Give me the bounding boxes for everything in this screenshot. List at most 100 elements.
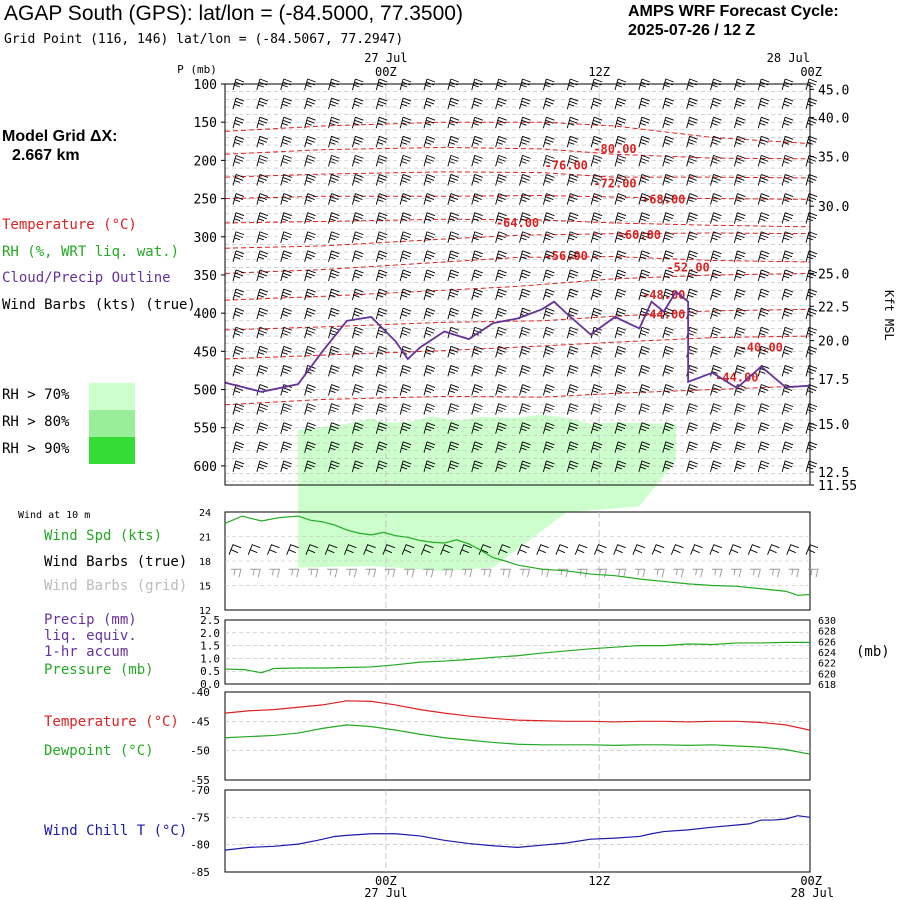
wind-barb bbox=[805, 269, 818, 282]
wind-barb-true bbox=[228, 544, 242, 555]
right-tick-label: 20.0 bbox=[818, 335, 849, 350]
wind-barb bbox=[375, 250, 388, 262]
wind-barb-grid bbox=[808, 568, 819, 578]
wind-barb bbox=[351, 307, 364, 320]
wind-barb bbox=[733, 174, 746, 186]
wind-barb bbox=[447, 174, 460, 186]
wind-barb bbox=[519, 365, 531, 377]
temperature-contour bbox=[224, 195, 811, 200]
wind-barb bbox=[733, 135, 746, 148]
wind-barb bbox=[757, 365, 770, 377]
wind-barb-grid bbox=[346, 568, 357, 578]
wind-barb bbox=[566, 250, 579, 262]
wind-barb bbox=[495, 441, 507, 453]
wind-barb bbox=[232, 231, 245, 243]
legend-temperature-lower: Temperature (°C) bbox=[44, 714, 179, 730]
wind-barb bbox=[256, 365, 269, 377]
wind-barb bbox=[638, 384, 651, 396]
y-tick-label: 250 bbox=[194, 193, 217, 208]
wind-barb bbox=[733, 193, 746, 205]
wind-barb bbox=[662, 116, 674, 129]
wind-barb bbox=[423, 193, 436, 205]
wind-barb bbox=[375, 97, 388, 110]
forecast-cycle-label: AMPS WRF Forecast Cycle: bbox=[628, 3, 839, 20]
wind-barb bbox=[662, 231, 674, 243]
wind-barb bbox=[328, 460, 340, 473]
wind-barb bbox=[590, 422, 603, 434]
wind-barb bbox=[256, 460, 269, 473]
wind-chill-tick-label: -75 bbox=[190, 811, 210, 824]
legend-rh: RH (%, WRT liq. wat.) bbox=[2, 244, 180, 260]
wind-barb bbox=[757, 174, 770, 186]
right-tick-label: 17.5 bbox=[818, 373, 849, 388]
wind-barb-grid bbox=[711, 568, 723, 578]
wind-barb bbox=[495, 212, 507, 224]
wind-barb bbox=[614, 97, 627, 110]
wind-barb-grid bbox=[327, 568, 338, 578]
wind-barb bbox=[757, 384, 770, 396]
wind-barb bbox=[614, 460, 627, 473]
wind-barb bbox=[304, 269, 316, 282]
wind-barb bbox=[662, 345, 674, 358]
right-axis-label: Kft MSL bbox=[882, 290, 896, 341]
wind-barb bbox=[328, 422, 340, 434]
wind-barb bbox=[495, 384, 507, 396]
wind-barb bbox=[590, 212, 603, 224]
wind-barb-grid bbox=[519, 568, 531, 578]
top-date-label: 27 Jul bbox=[364, 51, 407, 65]
wind-barb bbox=[566, 154, 579, 167]
wind-barb-grid bbox=[442, 568, 454, 578]
wind-barb bbox=[304, 250, 316, 262]
wind-barb-true bbox=[709, 544, 722, 555]
wind-barb bbox=[256, 307, 269, 320]
wind-barb bbox=[781, 174, 794, 186]
wind-chill-tick-label: -80 bbox=[190, 839, 210, 852]
wind-barb bbox=[423, 326, 436, 339]
wind-barb bbox=[375, 403, 388, 415]
wind-barb bbox=[399, 135, 412, 148]
wind-barb bbox=[638, 365, 651, 377]
wind-barb bbox=[638, 403, 651, 415]
wind-barb bbox=[805, 231, 818, 243]
wind-barb bbox=[805, 174, 818, 186]
wind-barb-grid bbox=[423, 568, 434, 578]
wind-barb bbox=[542, 154, 555, 167]
wind-barb bbox=[519, 345, 531, 358]
wind-barb bbox=[733, 441, 746, 453]
wind-barb bbox=[399, 212, 412, 224]
wind-barb bbox=[471, 154, 483, 167]
wind-barb bbox=[542, 422, 555, 434]
legend-rh80-label: RH > 80% bbox=[2, 414, 70, 430]
legend-rh90-swatch bbox=[89, 437, 135, 464]
wind-barb bbox=[710, 422, 722, 434]
wind-barb bbox=[710, 231, 722, 243]
wind-chill-panel: -70 -75 -80 -85 bbox=[190, 784, 811, 879]
legend-precip-accum: 1-hr accum bbox=[44, 644, 129, 660]
wind-barb bbox=[757, 288, 770, 301]
wind-barb bbox=[781, 135, 794, 148]
wind-barb bbox=[566, 307, 579, 320]
wind-barb bbox=[590, 384, 603, 396]
wind-barb bbox=[781, 212, 794, 224]
grid-point-subtitle: Grid Point (116, 146) lat/lon = (-84.506… bbox=[4, 32, 404, 47]
wind-barb bbox=[399, 250, 412, 262]
wind-barb bbox=[399, 288, 412, 301]
wind-barb bbox=[328, 441, 340, 453]
wind-barb bbox=[351, 250, 364, 262]
wind-barb bbox=[733, 365, 746, 377]
wind-barb bbox=[710, 384, 722, 396]
wind-barb bbox=[232, 288, 245, 301]
wind-barb bbox=[399, 97, 412, 110]
wind-barb bbox=[638, 193, 651, 205]
wind-barb bbox=[447, 154, 460, 167]
wind-barb bbox=[710, 288, 722, 301]
wind-barb bbox=[256, 212, 269, 224]
wind-barb bbox=[781, 345, 794, 358]
wind-barb bbox=[447, 193, 460, 205]
wind-barb bbox=[280, 460, 292, 473]
wind-barb-true bbox=[594, 544, 607, 555]
wind-barb bbox=[638, 231, 651, 243]
temperature-contour bbox=[224, 121, 811, 145]
wind-barb-true bbox=[805, 544, 819, 555]
